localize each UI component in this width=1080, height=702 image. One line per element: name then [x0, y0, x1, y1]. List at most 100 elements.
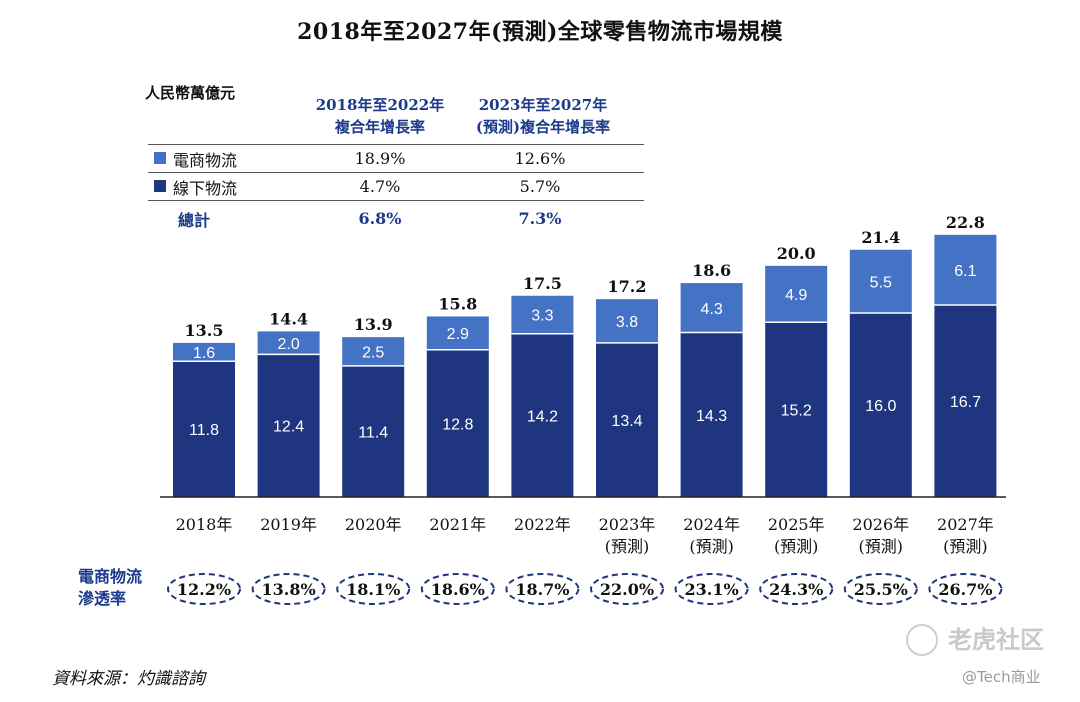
- data-label-total: 15.8: [438, 294, 477, 313]
- penetration-value: 18.1%: [346, 580, 400, 599]
- data-label-total: 17.2: [608, 277, 647, 296]
- x-tick-label: 2022年: [514, 515, 571, 534]
- bar-offline: [511, 333, 574, 497]
- bar-ecommerce: [596, 299, 658, 343]
- penetration-value: 24.3%: [769, 580, 823, 599]
- x-tick-label: 2026年: [852, 515, 909, 534]
- data-label-ecommerce: 2.9: [447, 326, 469, 343]
- bar-ecommerce: [426, 316, 489, 350]
- penetration-ellipse: [420, 573, 495, 605]
- col2-header: 2023年至2027年 (預測)複合年增長率: [448, 94, 638, 138]
- bar-ecommerce: [765, 265, 828, 323]
- col1-header-line1: 2018年至2022年: [315, 96, 445, 114]
- bar-ecommerce: [342, 337, 405, 366]
- x-tick-label: (預測): [859, 537, 904, 556]
- col1-header: 2018年至2022年 複合年增長率: [300, 94, 460, 138]
- table-rule-mid: [148, 172, 644, 173]
- data-label-total: 18.6: [692, 261, 731, 280]
- data-label-offline: 14.2: [527, 408, 558, 425]
- col1-header-line2: 複合年增長率: [334, 118, 425, 136]
- row-label-offline: 線下物流: [173, 179, 238, 198]
- data-label-offline: 11.8: [189, 422, 219, 439]
- penetration-value: 26.7%: [938, 580, 992, 599]
- x-tick-label: 2027年: [937, 515, 994, 534]
- bar-offline: [680, 332, 743, 497]
- table-rule-top: [148, 144, 644, 145]
- unit-label: 人民幣萬億元: [145, 84, 236, 102]
- data-label-ecommerce: 1.6: [193, 345, 215, 362]
- data-label-ecommerce: 6.1: [954, 263, 976, 280]
- source-note: 資料來源：灼識諮詢: [52, 669, 205, 689]
- legend-swatch-ecommerce: [154, 152, 166, 164]
- chart-title: 2018年至2027年(預測)全球零售物流市場規模: [297, 19, 783, 45]
- data-label-offline: 14.3: [696, 408, 727, 425]
- data-label-offline: 13.4: [611, 413, 642, 430]
- penetration-value: 22.0%: [600, 580, 654, 599]
- data-label-offline: 15.2: [781, 403, 812, 420]
- bar-offline: [596, 342, 658, 497]
- cell-ecommerce-cagr2: 12.6%: [514, 149, 566, 168]
- data-label-offline: 12.4: [273, 419, 304, 436]
- x-tick-label: (預測): [774, 537, 819, 556]
- penetration-label: 電商物流 滲透率: [78, 566, 142, 610]
- watermark-brand: 老虎社区: [948, 626, 1044, 654]
- x-tick-label: 2020年: [345, 515, 402, 534]
- bar-ecommerce: [680, 283, 743, 333]
- x-tick-label: (預測): [605, 537, 650, 556]
- data-label-ecommerce: 5.5: [870, 274, 892, 291]
- cell-offline-cagr2: 5.7%: [519, 177, 561, 196]
- penetration-value: 13.8%: [262, 580, 316, 599]
- penetration-ellipse: [674, 573, 749, 605]
- bar-offline: [257, 354, 320, 497]
- bar-ecommerce: [934, 234, 997, 305]
- cell-total-cagr1: 6.8%: [358, 209, 402, 228]
- bar-offline: [426, 349, 489, 497]
- bar-offline: [342, 365, 405, 497]
- penetration-value: 25.5%: [854, 580, 908, 599]
- data-label-ecommerce: 3.3: [531, 308, 553, 325]
- penetration-ellipse: [336, 573, 411, 605]
- data-label-offline: 16.0: [865, 398, 896, 415]
- data-label-ecommerce: 4.9: [785, 287, 807, 304]
- row-label-total: 總計: [178, 211, 211, 230]
- x-tick-label: 2021年: [429, 515, 486, 534]
- penetration-ellipse: [928, 573, 1003, 605]
- watermark-handle: @Tech商业: [962, 668, 1041, 686]
- table-rule-bottom: [148, 200, 644, 201]
- x-tick-label: 2019年: [260, 515, 317, 534]
- col2-header-line2: (預測)複合年增長率: [475, 118, 611, 136]
- penetration-value: 23.1%: [685, 580, 739, 599]
- bar-offline: [765, 322, 828, 497]
- data-label-total: 20.0: [777, 244, 816, 263]
- bar-offline: [849, 313, 912, 497]
- penetration-value: 18.7%: [515, 580, 569, 599]
- penetration-ellipse: [167, 573, 241, 605]
- data-label-offline: 16.7: [950, 394, 981, 411]
- x-tick-label: (預測): [689, 537, 734, 556]
- data-label-offline: 12.8: [442, 416, 473, 433]
- cell-ecommerce-cagr1: 18.9%: [354, 149, 406, 168]
- x-tick-label: 2023年: [599, 515, 656, 534]
- data-label-ecommerce: 2.5: [362, 345, 384, 362]
- data-label-total: 22.8: [946, 213, 985, 232]
- cell-offline-cagr1: 4.7%: [359, 177, 401, 196]
- watermark-logo-icon: [906, 624, 938, 656]
- penetration-ellipse: [251, 573, 326, 605]
- data-label-total: 13.9: [354, 315, 393, 334]
- bar-ecommerce: [849, 249, 912, 313]
- x-tick-label: 2025年: [768, 515, 825, 534]
- bar-offline: [934, 304, 997, 497]
- penetration-ellipse: [590, 573, 664, 605]
- bar-ecommerce: [173, 342, 235, 362]
- penetration-ellipse: [505, 573, 580, 605]
- penetration-label-line1: 電商物流: [78, 567, 143, 586]
- data-label-offline: 11.4: [358, 424, 388, 441]
- data-label-ecommerce: 3.8: [616, 314, 638, 331]
- data-label-total: 14.4: [269, 309, 308, 328]
- x-tick-label: (預測): [943, 537, 988, 556]
- legend-swatch-offline: [154, 180, 166, 192]
- data-label-total: 13.5: [185, 321, 224, 340]
- data-label-total: 17.5: [523, 274, 562, 293]
- data-label-ecommerce: 4.3: [700, 301, 722, 318]
